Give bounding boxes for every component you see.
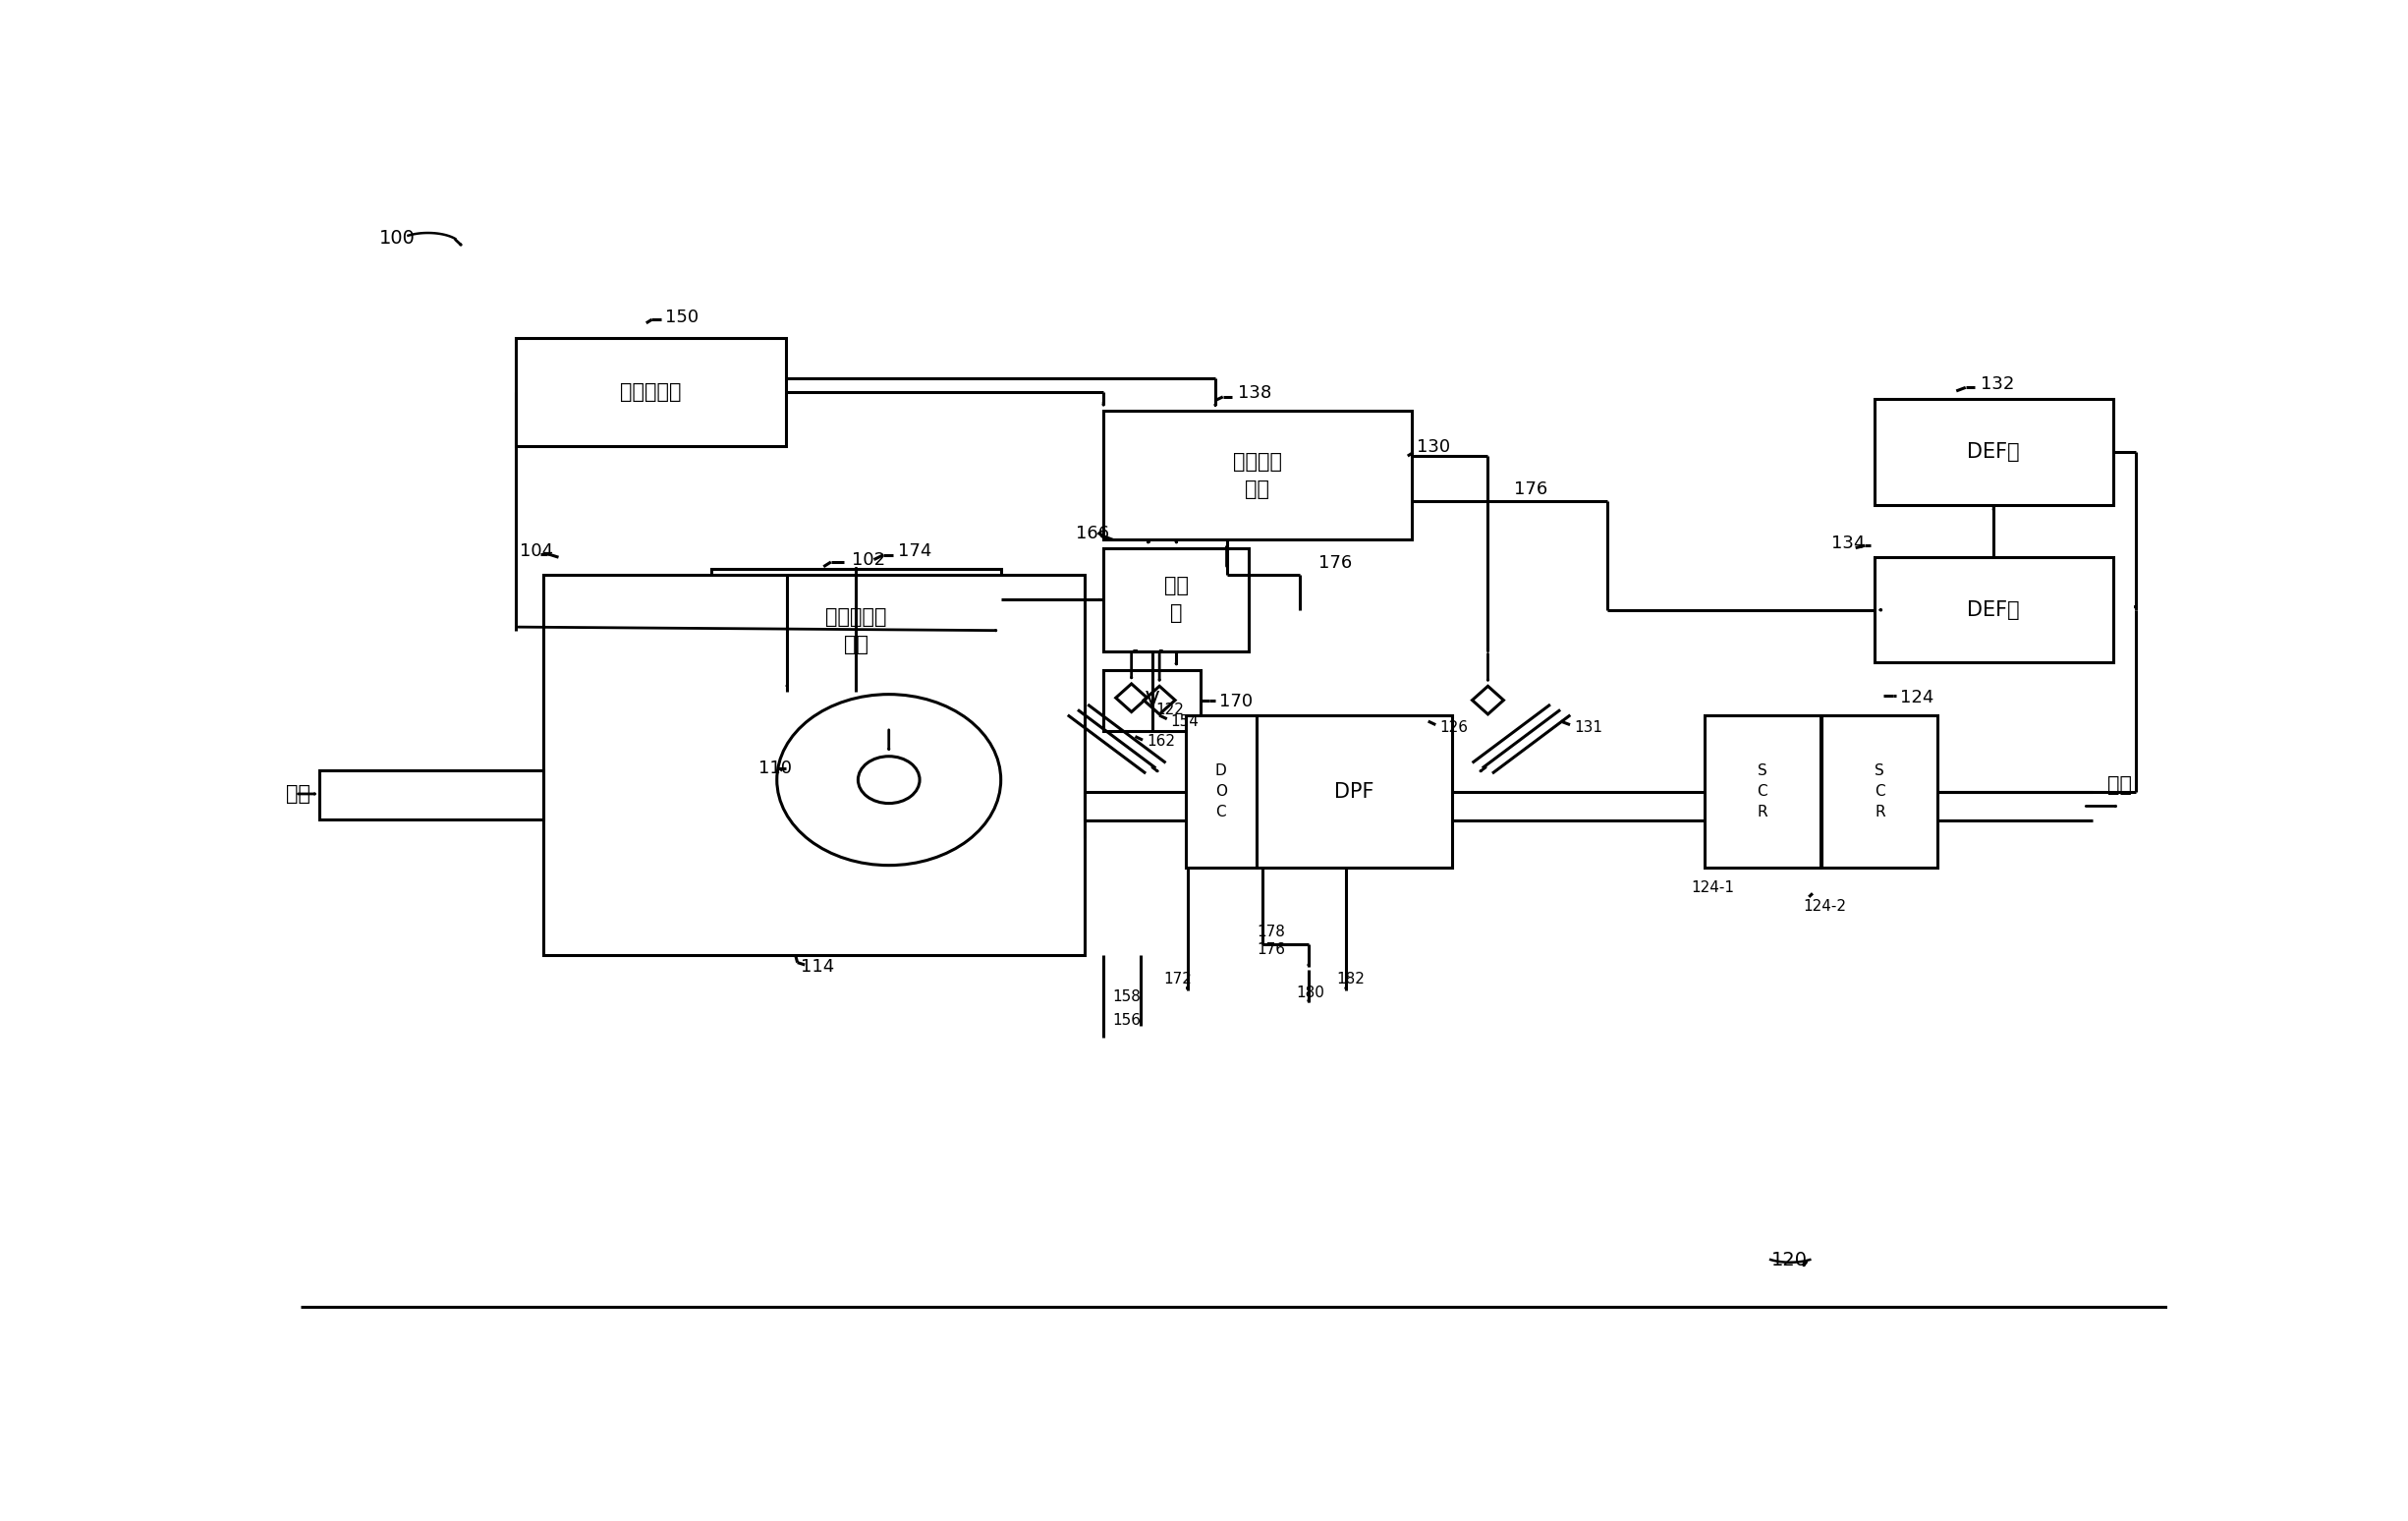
Text: S
C
R: S C R bbox=[1758, 764, 1767, 820]
Text: 176: 176 bbox=[1317, 554, 1351, 572]
Text: 空气: 空气 bbox=[287, 783, 311, 803]
Text: 172: 172 bbox=[1163, 972, 1192, 986]
Bar bbox=[1185, 715, 1257, 867]
Text: 154: 154 bbox=[1170, 713, 1199, 729]
Bar bbox=[515, 338, 785, 446]
Text: 176: 176 bbox=[1515, 481, 1548, 499]
Text: 180: 180 bbox=[1296, 986, 1324, 1001]
Bar bbox=[1257, 715, 1452, 867]
Bar bbox=[1103, 411, 1411, 540]
Bar bbox=[1873, 399, 2114, 505]
Text: 176: 176 bbox=[1257, 943, 1286, 957]
Text: 178: 178 bbox=[1257, 925, 1286, 940]
Text: 174: 174 bbox=[898, 543, 932, 560]
Text: 110: 110 bbox=[759, 759, 792, 777]
Bar bbox=[320, 771, 544, 820]
Text: 170: 170 bbox=[1218, 692, 1252, 710]
Text: 131: 131 bbox=[1575, 719, 1601, 735]
Bar bbox=[1823, 715, 1938, 867]
Text: S
C
R: S C R bbox=[1873, 764, 1885, 820]
Text: 182: 182 bbox=[1336, 972, 1365, 986]
Text: DEF泵: DEF泵 bbox=[1967, 601, 2020, 621]
Text: 100: 100 bbox=[380, 230, 417, 248]
Text: 130: 130 bbox=[1416, 438, 1450, 455]
Text: 122: 122 bbox=[1156, 703, 1185, 716]
Text: 102: 102 bbox=[852, 551, 886, 569]
Text: DPF: DPF bbox=[1334, 782, 1375, 802]
Bar bbox=[1873, 557, 2114, 663]
Text: 124: 124 bbox=[1900, 689, 1934, 707]
Bar bbox=[1103, 548, 1250, 651]
Text: D
O
C: D O C bbox=[1216, 764, 1228, 820]
Text: 124-1: 124-1 bbox=[1690, 881, 1734, 894]
Text: 120: 120 bbox=[1772, 1250, 1808, 1270]
Text: 其它传感器: 其它传感器 bbox=[621, 382, 681, 402]
Text: 124-2: 124-2 bbox=[1804, 899, 1847, 914]
Text: DEF罐: DEF罐 bbox=[1967, 443, 2020, 462]
Text: 104: 104 bbox=[520, 543, 554, 560]
Text: 156: 156 bbox=[1112, 1013, 1141, 1027]
Text: 162: 162 bbox=[1146, 733, 1175, 748]
Bar bbox=[1103, 669, 1202, 730]
Text: 126: 126 bbox=[1440, 719, 1469, 735]
Bar bbox=[713, 569, 1002, 692]
Text: 发动机控制
模块: 发动机控制 模块 bbox=[826, 607, 886, 654]
Bar bbox=[1705, 715, 1820, 867]
Text: 114: 114 bbox=[802, 958, 836, 976]
Text: 150: 150 bbox=[665, 309, 698, 325]
Text: 排气: 排气 bbox=[2107, 776, 2131, 795]
Text: 134: 134 bbox=[1830, 534, 1866, 552]
Bar bbox=[544, 575, 1084, 955]
Text: V: V bbox=[1144, 691, 1158, 710]
Text: 158: 158 bbox=[1112, 989, 1141, 1004]
Text: 132: 132 bbox=[1982, 376, 2015, 392]
Text: 138: 138 bbox=[1238, 385, 1271, 402]
Text: 166: 166 bbox=[1076, 525, 1110, 543]
Text: 空气
泵: 空气 泵 bbox=[1163, 576, 1190, 624]
Text: 排气控制
模块: 排气控制 模块 bbox=[1233, 452, 1281, 499]
